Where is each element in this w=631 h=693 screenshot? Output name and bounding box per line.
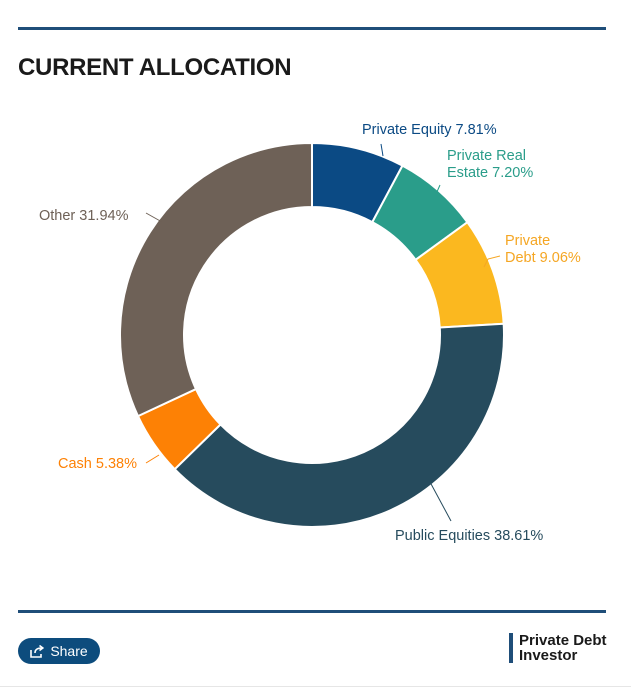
- share-icon: [30, 644, 45, 658]
- share-button[interactable]: Share: [18, 638, 100, 664]
- data-label: Public Equities 38.61%: [395, 528, 543, 544]
- leader-line: [145, 212, 163, 223]
- data-label: Private Equity 7.81%: [362, 122, 497, 138]
- leader-line: [435, 184, 441, 195]
- data-label: Private Debt 9.06%: [505, 233, 581, 266]
- data-label: Cash 5.38%: [58, 456, 137, 472]
- leader-line: [145, 454, 160, 464]
- brand-line-1: Private Debt: [519, 632, 607, 649]
- data-label: Other 31.94%: [39, 208, 129, 224]
- brand-line-2: Investor: [519, 647, 578, 664]
- leader-line: [483, 255, 501, 268]
- chart-title: CURRENT ALLOCATION: [18, 54, 292, 81]
- data-label: Private Real Estate 7.20%: [447, 148, 533, 181]
- slice-public-equities[interactable]: [173, 322, 505, 528]
- top-rule: [18, 27, 606, 30]
- footer-divider: [0, 686, 631, 687]
- bottom-rule: [18, 610, 606, 613]
- slice-other[interactable]: [119, 141, 313, 418]
- brand-logo[interactable]: Private Debt Investor: [509, 633, 607, 663]
- leader-line: [429, 481, 452, 522]
- donut-chart: Private Equity 7.81% Private Real Estate 7…: [39, 122, 581, 544]
- leader-line: [380, 143, 384, 157]
- share-label: Share: [50, 643, 88, 659]
